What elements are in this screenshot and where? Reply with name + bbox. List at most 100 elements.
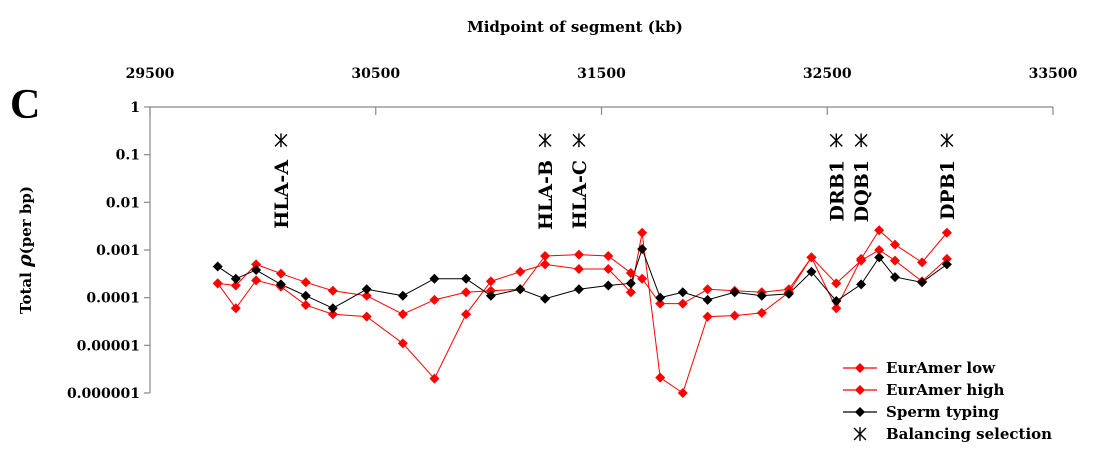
legend: EurAmer low EurAmer high Sperm typing Balan… bbox=[843, 359, 1052, 443]
point-sperm-typing bbox=[485, 290, 496, 301]
point-sperm-typing bbox=[917, 277, 928, 288]
point-balancing-selection bbox=[940, 133, 954, 148]
x-tick-label: 33500 bbox=[1029, 66, 1078, 82]
point-euramer-low bbox=[625, 287, 636, 298]
point-euramer-high bbox=[655, 298, 666, 309]
point-euramer-high bbox=[361, 290, 372, 301]
series-markers bbox=[212, 133, 954, 398]
point-balancing-selection bbox=[572, 133, 586, 148]
point-euramer-low bbox=[540, 259, 551, 270]
point-euramer-high bbox=[212, 278, 223, 289]
point-euramer-low bbox=[756, 307, 767, 318]
point-euramer-low bbox=[889, 239, 900, 250]
point-euramer-low bbox=[941, 227, 952, 238]
y-tick-label: 0.000001 bbox=[67, 386, 140, 402]
point-sperm-typing bbox=[702, 294, 713, 305]
point-sperm-typing bbox=[729, 287, 740, 298]
point-euramer-high bbox=[806, 252, 817, 263]
legend-item-balancing-selection: Balancing selection bbox=[853, 425, 1052, 443]
point-sperm-typing bbox=[573, 284, 584, 295]
point-euramer-low bbox=[300, 300, 311, 311]
point-euramer-high bbox=[230, 280, 241, 291]
x-axis-title: Midpoint of segment (kb) bbox=[467, 18, 683, 36]
y-axis-title-suffix: (per bp) bbox=[17, 186, 35, 254]
point-sperm-typing bbox=[625, 278, 636, 289]
point-sperm-typing bbox=[889, 272, 900, 283]
point-sperm-typing bbox=[540, 293, 551, 304]
x-tick-label: 30500 bbox=[351, 66, 400, 82]
point-euramer-low bbox=[397, 338, 408, 349]
point-sperm-typing bbox=[603, 280, 614, 291]
point-sperm-typing bbox=[874, 252, 885, 263]
point-euramer-low bbox=[361, 311, 372, 322]
point-sperm-typing bbox=[461, 273, 472, 284]
point-euramer-low bbox=[831, 303, 842, 314]
legend-item-euramer-low: EurAmer low bbox=[843, 359, 996, 377]
point-euramer-high bbox=[275, 268, 286, 279]
legend-label: Balancing selection bbox=[886, 425, 1052, 443]
point-sperm-typing bbox=[756, 290, 767, 301]
point-euramer-low bbox=[251, 275, 262, 286]
point-sperm-typing bbox=[515, 284, 526, 295]
series-line-sperm-typing bbox=[217, 247, 948, 309]
panel-label: C bbox=[10, 82, 40, 128]
point-euramer-low bbox=[729, 310, 740, 321]
y-axis-title-prefix: Total bbox=[17, 267, 35, 314]
y-tick-label: 1 bbox=[130, 100, 140, 116]
point-balancing-selection bbox=[274, 133, 288, 148]
point-sperm-typing bbox=[251, 265, 262, 276]
x-tick-label: 31500 bbox=[577, 66, 626, 82]
point-euramer-high bbox=[625, 267, 636, 278]
point-euramer-low bbox=[637, 227, 648, 238]
point-euramer-low bbox=[573, 263, 584, 274]
y-tick-label: 0.001 bbox=[96, 243, 140, 259]
point-euramer-low bbox=[327, 309, 338, 320]
point-sperm-typing bbox=[806, 266, 817, 277]
y-axis-title-symbol: ρ bbox=[14, 254, 36, 268]
point-euramer-low bbox=[485, 276, 496, 287]
point-euramer-high bbox=[677, 298, 688, 309]
point-euramer-high bbox=[874, 245, 885, 255]
point-euramer-low bbox=[461, 309, 472, 320]
x-tick-label: 32500 bbox=[803, 66, 852, 82]
series-line-euramer-high bbox=[217, 249, 948, 315]
gene-label: HLA-A bbox=[271, 160, 293, 229]
point-euramer-low bbox=[230, 303, 241, 314]
x-tick-label: 29500 bbox=[126, 66, 175, 82]
y-tick-label: 0.01 bbox=[106, 195, 140, 211]
legend-label: EurAmer high bbox=[886, 381, 1005, 399]
point-sperm-typing bbox=[941, 259, 952, 270]
point-sperm-typing bbox=[783, 288, 794, 299]
point-sperm-typing bbox=[856, 279, 867, 290]
point-euramer-low bbox=[655, 372, 666, 383]
point-euramer-high bbox=[941, 253, 952, 264]
axes-group: 29500 30500 31500 32500 33500 1 0.1 0.01 0.001 0.… bbox=[67, 66, 1078, 402]
point-euramer-high bbox=[429, 294, 440, 305]
point-sperm-typing bbox=[677, 287, 688, 298]
point-sperm-typing bbox=[831, 296, 842, 307]
point-sperm-typing bbox=[361, 284, 372, 295]
gene-label: HLA-B bbox=[535, 160, 557, 230]
point-euramer-high bbox=[889, 255, 900, 266]
y-tick-label: 0.1 bbox=[116, 148, 140, 164]
point-euramer-low bbox=[603, 263, 614, 274]
point-euramer-high bbox=[603, 250, 614, 261]
legend-swatch-marker bbox=[853, 427, 867, 441]
legend-item-euramer-high: EurAmer high bbox=[843, 381, 1005, 399]
point-euramer-high bbox=[637, 273, 648, 284]
point-euramer-high bbox=[397, 309, 408, 320]
point-sperm-typing bbox=[429, 273, 440, 284]
point-euramer-high bbox=[702, 284, 713, 295]
legend-swatch-marker bbox=[855, 363, 865, 373]
point-sperm-typing bbox=[655, 292, 666, 303]
point-euramer-high bbox=[251, 259, 262, 270]
point-euramer-low bbox=[429, 373, 440, 384]
series-lines bbox=[217, 229, 948, 394]
y-tick-label: 0.00001 bbox=[77, 338, 140, 354]
point-balancing-selection bbox=[538, 133, 552, 148]
point-euramer-low bbox=[917, 257, 928, 268]
point-euramer-low bbox=[874, 225, 885, 236]
gene-annotations: HLA-A HLA-B HLA-C DRB1 DQB1 DPB1 bbox=[271, 160, 959, 230]
point-euramer-low bbox=[702, 311, 713, 322]
